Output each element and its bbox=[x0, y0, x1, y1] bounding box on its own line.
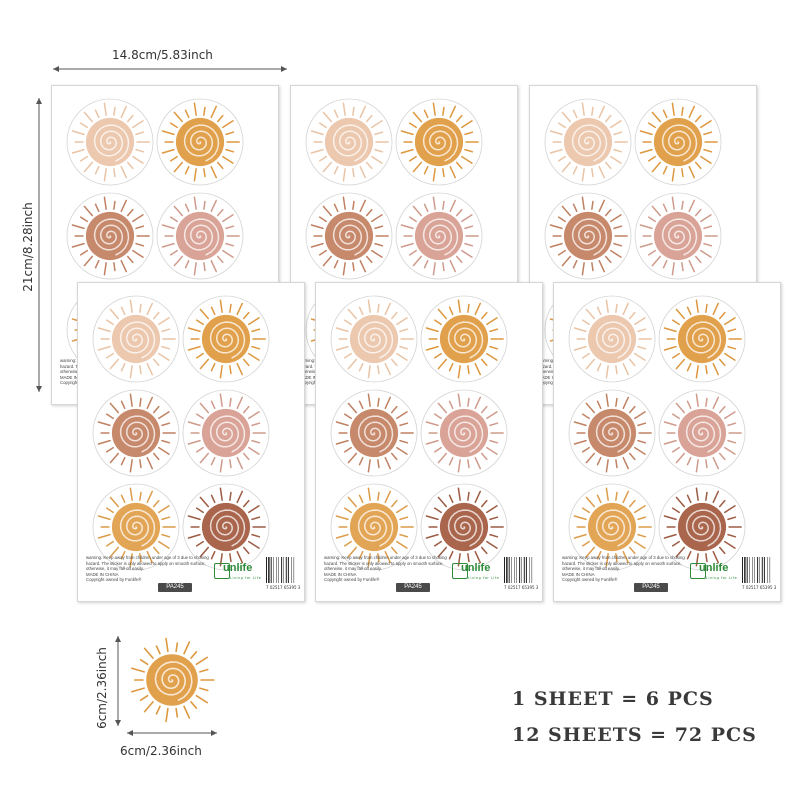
brand-name: unlife bbox=[223, 562, 253, 574]
sun-sticker bbox=[658, 483, 746, 571]
sun-sticker bbox=[330, 389, 418, 477]
sun-sticker bbox=[182, 295, 270, 383]
sun-sticker bbox=[568, 295, 656, 383]
sticker-width-label: 6cm/2.36inch bbox=[120, 744, 202, 758]
sticker-height-label: 6cm/2.36inch bbox=[95, 647, 109, 729]
sun-sticker bbox=[634, 192, 722, 280]
sun-sticker bbox=[92, 483, 180, 571]
sun-sticker bbox=[420, 295, 508, 383]
product-code-badge: PA245 bbox=[158, 583, 192, 592]
sticker-sheet: warning: Keep away from children under a… bbox=[315, 282, 543, 602]
brand-logo: unlife Living for Life bbox=[690, 561, 740, 585]
sheet-width-label: 14.8cm/5.83inch bbox=[112, 48, 213, 62]
barcode-number: 7 02517 65395 3 bbox=[742, 585, 777, 590]
warning-line: otherwise, it may fall off easily. bbox=[562, 566, 620, 572]
sample-sun-sticker bbox=[131, 637, 215, 723]
brand-mark-icon bbox=[452, 563, 468, 579]
warning-line: Copyright owned by Funlife® bbox=[562, 577, 618, 583]
sticker-sheet: warning: Keep away from children under a… bbox=[553, 282, 781, 602]
sun-sticker bbox=[305, 98, 393, 186]
product-code-badge: PA245 bbox=[634, 583, 668, 592]
sun-sticker bbox=[66, 98, 154, 186]
barcode-icon bbox=[266, 557, 295, 583]
barcode-number: 7 02517 65395 3 bbox=[266, 585, 301, 590]
warning-line: Copyright owned by Funlife® bbox=[324, 577, 380, 583]
warning-text: warning: Keep away from children under a… bbox=[86, 555, 210, 583]
warning-line: hazard. The sticker is only allowed to a… bbox=[324, 560, 444, 566]
warning-line: otherwise, it may fall off easily. bbox=[86, 566, 144, 572]
sheet-footer: warning: Keep away from children under a… bbox=[562, 555, 776, 595]
count-line-2: 12 SHEETS = 72 PCS bbox=[512, 724, 757, 746]
sun-sticker bbox=[544, 98, 632, 186]
brand-mark-icon bbox=[214, 563, 230, 579]
sun-sticker bbox=[182, 389, 270, 477]
sheet-height-label: 21cm/8.28inch bbox=[21, 202, 35, 292]
sun-sticker bbox=[634, 98, 722, 186]
sheet-width-arrow bbox=[53, 66, 287, 72]
sun-sticker bbox=[182, 483, 270, 571]
warning-line: MADE IN CHINA bbox=[60, 374, 92, 380]
warning-line: warning: Keep away from children under a… bbox=[86, 555, 209, 560]
warning-line: otherwise, it may fall off easily. bbox=[324, 566, 382, 572]
brand-name: unlife bbox=[699, 562, 729, 574]
barcode-number: 7 02517 65395 3 bbox=[504, 585, 539, 590]
warning-line: warning: Keep away from children under a… bbox=[324, 555, 447, 560]
count-line-1: 1 SHEET = 6 PCS bbox=[512, 688, 714, 710]
warning-line: hazard. The sticker is only allowed to a… bbox=[562, 560, 682, 566]
sun-sticker bbox=[330, 483, 418, 571]
sticker-height-arrow bbox=[115, 636, 121, 726]
warning-line: MADE IN CHINA bbox=[324, 571, 357, 577]
sun-sticker bbox=[330, 295, 418, 383]
product-code-badge: PA245 bbox=[396, 583, 430, 592]
warning-line: MADE IN CHINA bbox=[562, 571, 595, 577]
sun-sticker bbox=[92, 295, 180, 383]
sun-sticker bbox=[568, 483, 656, 571]
warning-text: warning: Keep away from children under a… bbox=[562, 555, 686, 583]
sun-sticker bbox=[92, 389, 180, 477]
sun-sticker bbox=[395, 192, 483, 280]
sheet-height-arrow bbox=[36, 98, 42, 392]
sticker-sheet: warning: Keep away from children under a… bbox=[77, 282, 305, 602]
sheet-suns bbox=[92, 295, 270, 571]
sticker-width-arrow bbox=[127, 730, 217, 736]
sun-sticker bbox=[658, 295, 746, 383]
sun-sticker bbox=[305, 192, 393, 280]
sheet-suns bbox=[568, 295, 746, 571]
sun-sticker bbox=[156, 98, 244, 186]
brand-name: unlife bbox=[461, 562, 491, 574]
sheet-footer: warning: Keep away from children under a… bbox=[86, 555, 300, 595]
barcode-icon bbox=[742, 557, 771, 583]
brand-mark-icon bbox=[690, 563, 706, 579]
brand-logo: unlife Living for Life bbox=[214, 561, 264, 585]
sun-sticker bbox=[156, 192, 244, 280]
sun-sticker bbox=[544, 192, 632, 280]
brand-logo: unlife Living for Life bbox=[452, 561, 502, 585]
sun-sticker bbox=[395, 98, 483, 186]
sun-sticker bbox=[568, 389, 656, 477]
warning-line: Copyright owned by Funlife® bbox=[86, 577, 142, 583]
sun-sticker bbox=[420, 389, 508, 477]
warning-line: MADE IN CHINA bbox=[86, 571, 119, 577]
sun-sticker bbox=[658, 389, 746, 477]
sun-sticker bbox=[66, 192, 154, 280]
brand-tagline: Living for Life bbox=[468, 576, 500, 580]
warning-line: warning: Keep away from children under a… bbox=[562, 555, 685, 560]
barcode-icon bbox=[504, 557, 533, 583]
warning-line: hazard. The sticker is only allowed to a… bbox=[86, 560, 206, 566]
sheet-suns bbox=[330, 295, 508, 571]
warning-text: warning: Keep away from children under a… bbox=[324, 555, 448, 583]
sheet-footer: warning: Keep away from children under a… bbox=[324, 555, 538, 595]
brand-tagline: Living for Life bbox=[706, 576, 738, 580]
brand-tagline: Living for Life bbox=[230, 576, 262, 580]
sun-sticker bbox=[420, 483, 508, 571]
